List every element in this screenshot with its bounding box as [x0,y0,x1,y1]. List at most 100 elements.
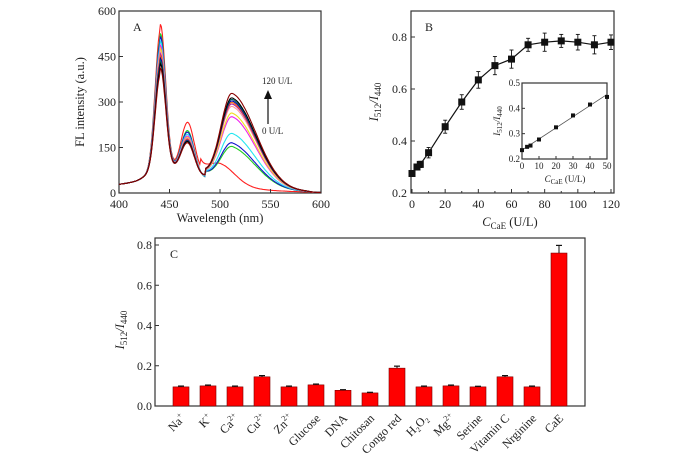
category-label: CaE [542,411,567,436]
spectrum-curve [118,38,321,193]
data-point-square [590,41,598,49]
x-tick-label: 60 [506,197,518,211]
data-point-square [458,98,466,106]
inset-ylabel: I512/I440 [492,106,504,137]
spectrum-curve [118,36,321,193]
bar [226,386,244,407]
data-point-square [491,62,499,70]
inset-x-tick-label: 0 [520,161,525,171]
inset-data-point [588,102,592,107]
panel-c-bars [172,244,568,407]
data-point-square [425,149,433,157]
spectrum-curve [118,43,321,193]
spectrum-curve [118,33,321,193]
inset-y-tick-label: 0.5 [509,78,521,88]
category-label: K+ [195,410,215,430]
data-point-square [441,123,449,131]
data-point-square [607,38,615,46]
inset-data-point [554,125,558,130]
category-label: H₂O₂ [403,411,431,439]
spectrum-curve [118,52,321,193]
y-tick-label: 0.0 [137,399,152,413]
x-tick-label: 40 [472,197,484,211]
y-tick-label: 0.4 [392,134,407,148]
panel-c-ylabel: I512/I440 [113,310,129,350]
y-tick-label: 450 [98,50,116,64]
x-tick-label: 400 [110,197,128,211]
y-tick-label: 0.4 [137,319,152,333]
inset-series [520,94,609,153]
panel-c-selectivity-chart: 0.00.20.40.60.8 Na+ K+Ca2+Cu2+Zn2+Glucose… [113,237,586,453]
bar [388,367,406,407]
panel-b-xlabel: CCaE (U/L) [482,215,537,231]
inset-y-tick-label: 0.4 [509,103,521,113]
panel-a-ticks: 400 450 500 550 600 0 150 300 450 600 [98,4,330,211]
y-tick-label: 0.6 [137,278,152,292]
data-point-square [557,37,565,45]
category-label: Na+ [164,410,188,434]
bar [523,386,541,407]
data-point-square [408,170,416,177]
data-point-square [416,160,424,168]
x-tick-label: 550 [262,197,280,211]
y-tick-label: 0.2 [137,359,152,373]
x-tick-label: 0 [409,197,415,211]
bar [172,386,190,407]
panel-c-frame [154,237,586,407]
spectrum-curve [118,66,321,193]
inset-ticks: 0 10 20 30 40 50 0.2 0.3 0.4 0.5 [509,78,612,171]
panel-a-spectra-chart: 400 450 500 550 600 0 150 300 450 600 A Wavelengt… [73,4,330,225]
y-tick-label: 0.2 [392,186,407,200]
inset-frame [521,82,608,160]
bar [334,390,352,407]
annotation-top-label: 120 U/L [262,76,292,86]
panel-a-xlabel: Wavelength (nm) [177,211,264,225]
panel-b-label: B [425,20,433,34]
inset-xlabel: CCaE (U/L) [545,174,586,186]
x-tick-label: 20 [439,197,451,211]
inset-data-point [537,137,541,142]
category-label: Cu2+ [243,410,270,437]
y-tick-label: 600 [98,4,116,18]
panel-c-label: C [170,247,178,261]
annotation-arrow-head-icon [264,90,272,99]
data-point-square [474,76,482,84]
x-tick-label: 100 [569,197,587,211]
x-tick-label: 450 [161,197,179,211]
bar [496,376,514,407]
panel-b-inset-chart: 0 10 20 30 40 50 0.2 0.3 0.4 0.5 CCaE (U/L) I512/… [492,78,612,186]
bar [361,392,379,407]
inset-x-tick-label: 10 [535,161,545,171]
x-tick-label: 80 [539,197,551,211]
inset-fit-line [521,94,608,151]
panel-b-series [408,32,615,177]
y-tick-label: 0.6 [392,82,407,96]
inset-data-point [605,94,609,99]
category-label: Ca2+ [216,410,242,436]
x-tick-label: 120 [602,197,620,211]
bar [469,386,487,407]
spectrum-curve [118,49,321,193]
data-point-square [524,41,532,49]
inset-data-point [528,143,533,148]
bar [253,376,271,407]
y-tick-label: 300 [98,95,116,109]
x-tick-label: 500 [211,197,229,211]
y-tick-label: 150 [98,141,116,155]
panel-c-ticks: 0.0 0.2 0.4 0.6 0.8 [137,238,159,413]
panel-a-label: A [133,20,142,34]
bar [280,386,298,407]
bar [550,252,568,407]
bar [199,385,217,407]
inset-y-tick-label: 0.3 [509,129,521,139]
bar [442,385,460,407]
spectrum-curve [118,46,321,193]
inset-y-tick-label: 0.2 [509,154,520,164]
panel-a-ylabel: FL intensity (a.u.) [73,57,87,147]
y-tick-label: 0.8 [392,30,407,44]
inset-data-point [525,144,530,149]
annotation-bottom-label: 0 U/L [262,126,283,136]
panel-b-frame [410,10,615,194]
